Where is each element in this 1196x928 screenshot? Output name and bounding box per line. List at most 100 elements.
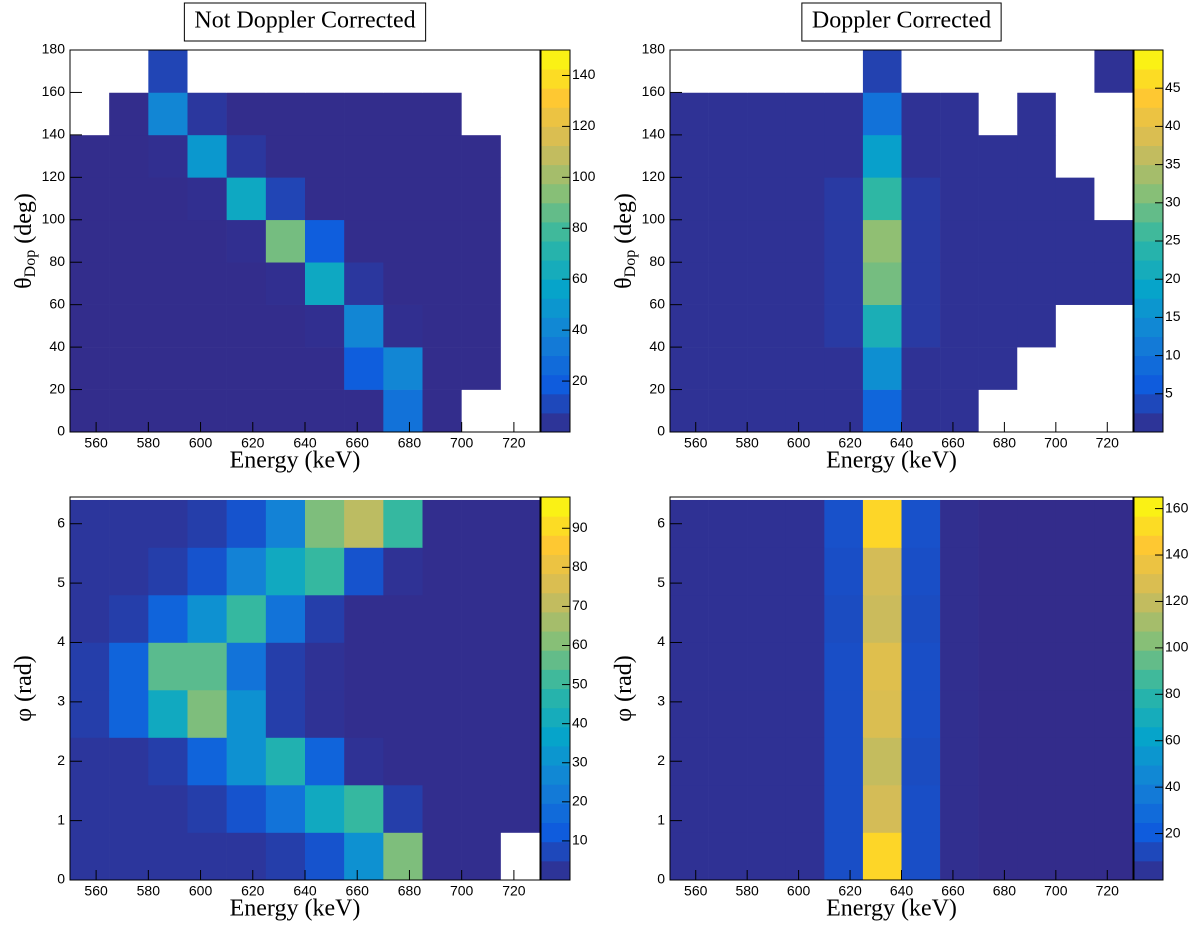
heatmap-cell — [422, 347, 462, 390]
colorbar-step — [541, 50, 570, 70]
colorbar-tick-label: 80 — [1165, 685, 1181, 701]
x-axis-title: Energy (keV) — [230, 896, 361, 922]
heatmap-cell — [383, 50, 423, 93]
x-tick-label: 700 — [450, 883, 474, 899]
heatmap-cell — [226, 389, 267, 433]
heatmap-cell — [500, 499, 541, 548]
heatmap-cell — [148, 389, 188, 433]
heatmap-cell — [670, 347, 709, 390]
y-tick-label: 60 — [649, 295, 665, 311]
heatmap-cell — [940, 689, 979, 738]
heatmap-cell — [862, 50, 902, 93]
heatmap-cell — [383, 642, 423, 691]
heatmap-cell — [1094, 389, 1134, 433]
heatmap-cell — [824, 92, 864, 136]
heatmap-cell — [901, 689, 941, 738]
heatmap-cell — [461, 50, 502, 93]
x-tick-label: 640 — [293, 883, 317, 899]
colorbar-tick-label: 30 — [1165, 194, 1181, 210]
heatmap-cell — [824, 737, 864, 786]
heatmap-cell — [1094, 832, 1134, 881]
heatmap-cell — [187, 642, 227, 691]
colorbar-step — [541, 535, 570, 555]
heatmap-cell — [901, 347, 941, 390]
heatmap-cell — [978, 594, 1018, 643]
heatmap-cell — [383, 547, 423, 596]
y-axis-unit: (deg) — [611, 193, 637, 250]
colorbar-step — [1134, 765, 1163, 785]
heatmap-cell — [344, 784, 384, 833]
x-tick-label: 720 — [502, 883, 526, 899]
y-tick-label: 180 — [642, 41, 666, 57]
heatmap-cell — [862, 737, 902, 786]
heatmap-cell — [862, 347, 902, 390]
colorbar-step — [541, 707, 570, 728]
heatmap-cell — [187, 134, 227, 178]
heatmap-cell — [708, 50, 748, 93]
y-tick-label: 6 — [57, 514, 65, 530]
heatmap-cell — [747, 389, 787, 433]
heatmap-cell — [70, 177, 110, 221]
colorbar-step — [1134, 50, 1163, 70]
heatmap-cell — [461, 389, 502, 433]
heatmap-cell — [305, 499, 345, 548]
heatmap-cell — [1055, 499, 1095, 548]
heatmap-cell — [1094, 547, 1134, 596]
heatmap-cell — [70, 642, 110, 691]
panel-title: Not Doppler Corrected — [194, 8, 415, 34]
heatmap-cell — [1055, 262, 1095, 305]
heatmap-cell — [148, 547, 188, 596]
heatmap-cell — [824, 689, 864, 738]
heatmap-cell — [500, 177, 541, 221]
heatmap-cell — [265, 642, 306, 691]
heatmap-cell — [344, 689, 384, 738]
x-tick-label: 700 — [1044, 435, 1068, 451]
heatmap-cell — [1017, 594, 1057, 643]
heatmap-cell — [1055, 304, 1095, 348]
y-tick-label: 120 — [642, 168, 666, 184]
heatmap-cell — [109, 594, 149, 643]
panel-title-box — [801, 2, 1002, 42]
colorbar-step — [541, 650, 570, 670]
heatmap-cell — [785, 642, 825, 691]
heatmap-cell — [70, 347, 110, 390]
heatmap-cell — [344, 547, 384, 596]
heatmap-cell — [1017, 737, 1057, 786]
heatmap-cell — [148, 262, 188, 305]
heatmap-cell — [1094, 499, 1134, 548]
heatmap-cell — [1017, 689, 1057, 738]
heatmap-cell — [500, 262, 541, 305]
colorbar-step — [541, 726, 570, 747]
heatmap-cell — [978, 304, 1018, 348]
heatmap-cell — [187, 177, 227, 221]
heatmap-cell — [862, 547, 902, 596]
colorbar-step — [541, 784, 570, 804]
heatmap-cell — [978, 784, 1018, 833]
heatmap-cell — [148, 92, 188, 136]
y-tick-label: 1 — [657, 811, 665, 827]
heatmap-cell — [901, 134, 941, 178]
heatmap-cell — [670, 642, 709, 691]
heatmap-cell — [70, 92, 110, 136]
heatmap-cell — [862, 642, 902, 691]
heatmap-cell — [1017, 134, 1057, 178]
heatmap-cell — [824, 134, 864, 178]
colorbar-step — [1134, 688, 1163, 709]
heatmap-cell — [500, 347, 541, 390]
colorbar-step — [541, 336, 570, 357]
heatmap-cell — [422, 92, 462, 136]
heatmap-cell — [940, 50, 979, 93]
heatmap-cell — [461, 594, 502, 643]
x-tick-label: 680 — [993, 435, 1017, 451]
heatmap-cell — [862, 134, 902, 178]
heatmap-cell — [1017, 642, 1057, 691]
colorbar-tick-label: 20 — [572, 372, 588, 388]
heatmap-cell — [344, 92, 384, 136]
heatmap-cell — [708, 642, 748, 691]
heatmap-cell — [670, 547, 709, 596]
heatmap-cell — [901, 642, 941, 691]
heatmap-cell — [422, 304, 462, 348]
colorbar-step — [1134, 221, 1163, 242]
colorbar-step — [541, 631, 570, 651]
heatmap-cell — [785, 50, 825, 93]
